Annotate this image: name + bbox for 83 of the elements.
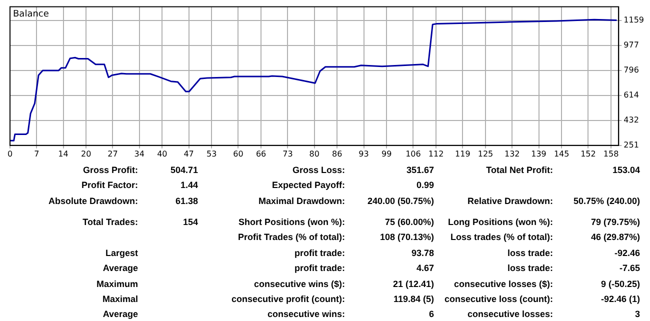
- text: 4.67: [416, 263, 434, 273]
- text: consecutive wins ($):: [254, 279, 345, 289]
- x-tick-label: 60: [233, 149, 244, 158]
- x-tick-label: 125: [478, 149, 494, 158]
- y-tick-label: 796: [624, 65, 639, 74]
- text: 119.84 (5): [393, 294, 434, 304]
- text: 6: [428, 309, 434, 319]
- text: consecutive losses:: [467, 309, 553, 319]
- x-tick-label: 119: [455, 149, 470, 158]
- text: 153.04: [612, 165, 640, 175]
- y-tick-label: 432: [624, 116, 639, 125]
- text: Total Trades:: [82, 217, 138, 227]
- text: Maximal Drawdown:: [258, 196, 345, 206]
- x-tick-label: 47: [184, 149, 194, 158]
- text: 93.78: [411, 248, 434, 258]
- text: Maximal: [102, 294, 138, 304]
- text: 9 (-50.25): [600, 279, 640, 289]
- text: Loss trades (% of total):: [450, 232, 553, 242]
- x-tick-label: 27: [108, 149, 118, 158]
- text: 75 (60.00%): [384, 217, 434, 227]
- x-tick-label: 93: [358, 149, 369, 158]
- x-tick-label: 7: [34, 149, 40, 158]
- text: 79 (79.75%): [590, 217, 640, 227]
- text: 108 (70.13%): [380, 232, 434, 242]
- text: 154: [182, 217, 198, 227]
- text: Absolute Drawdown:: [48, 196, 138, 206]
- text: Profit Trades (% of total):: [238, 232, 345, 242]
- x-tick-label: 106: [406, 149, 421, 158]
- chart-title: Balance: [13, 10, 50, 20]
- text: consecutive loss (count):: [444, 294, 553, 304]
- text: Long Positions (won %):: [448, 217, 553, 227]
- text: consecutive profit (count):: [231, 294, 345, 304]
- x-tick-label: 34: [134, 149, 144, 158]
- text: -7.65: [619, 263, 640, 273]
- text: Average: [102, 263, 138, 273]
- text: Short Positions (won %):: [238, 217, 345, 227]
- y-tick-label: 614: [624, 90, 639, 100]
- y-tick-label: 251: [624, 140, 639, 150]
- text: 504.71: [170, 165, 198, 175]
- x-tick-label: 20: [80, 149, 92, 158]
- text: Expected Payoff:: [272, 180, 345, 190]
- y-tick-label: 977: [624, 40, 639, 50]
- text: 46 (29.87%): [590, 232, 640, 242]
- text: Average: [102, 309, 138, 319]
- x-tick-label: 0: [7, 149, 13, 158]
- text: Profit Factor:: [81, 180, 138, 190]
- text: 50.75% (240.00): [573, 196, 640, 206]
- x-tick-label: 139: [531, 149, 546, 158]
- x-tick-label: 80: [309, 149, 320, 158]
- x-tick-label: 73: [282, 149, 293, 158]
- text: profit trade:: [294, 263, 345, 273]
- text: 21 (12.41): [392, 279, 434, 289]
- x-tick-label: 53: [206, 149, 217, 158]
- text: 1.44: [180, 180, 198, 190]
- text: Gross Loss:: [292, 165, 345, 175]
- x-tick-label: 132: [504, 149, 520, 158]
- text: consecutive wins:: [267, 309, 345, 319]
- x-tick-label: 99: [382, 149, 392, 158]
- text: -92.46: [614, 248, 640, 258]
- y-tick-label: 1159: [624, 15, 644, 24]
- text: Gross Profit:: [82, 165, 138, 175]
- text: Largest: [105, 248, 138, 258]
- text: 61.38: [175, 196, 198, 206]
- text: -92.46 (1): [600, 294, 640, 304]
- x-tick-label: 112: [428, 149, 444, 158]
- x-tick-label: 40: [157, 149, 168, 158]
- text: loss trade:: [507, 248, 553, 258]
- x-tick-label: 14: [58, 149, 68, 158]
- text: Total Net Profit:: [486, 165, 553, 175]
- text: loss trade:: [507, 263, 553, 273]
- x-tick-label: 152: [580, 149, 596, 158]
- text: 3: [634, 309, 640, 319]
- x-tick-label: 66: [256, 149, 266, 158]
- text: Relative Drawdown:: [467, 196, 553, 206]
- x-tick-label: 86: [332, 149, 342, 158]
- text: consecutive losses ($):: [454, 279, 553, 289]
- x-tick-label: 158: [603, 149, 619, 158]
- x-tick-label: 145: [554, 149, 570, 158]
- text: profit trade:: [294, 248, 345, 258]
- text: 351.67: [406, 165, 434, 175]
- text: 240.00 (50.75%): [367, 196, 434, 206]
- text: Maximum: [96, 279, 138, 289]
- text: 0.99: [416, 180, 434, 190]
